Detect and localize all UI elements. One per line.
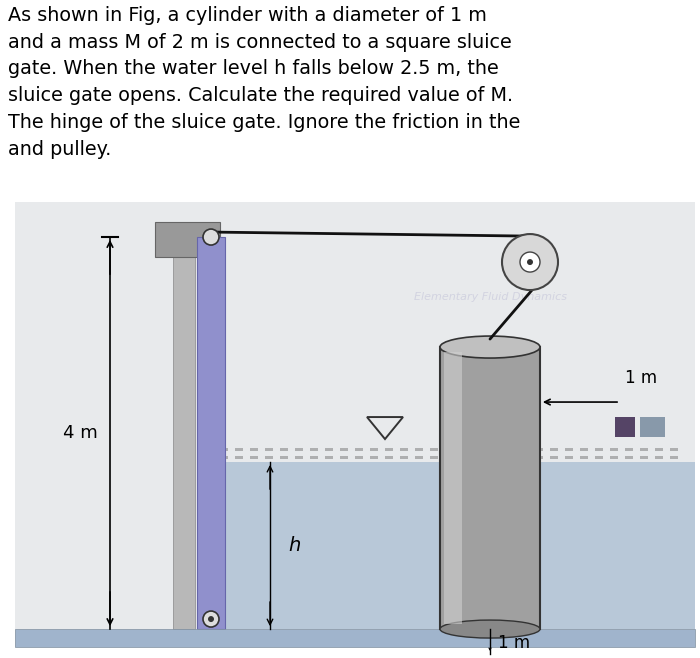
Bar — [640, 417, 665, 437]
Bar — [535, 448, 543, 451]
Bar — [640, 456, 648, 459]
Bar — [444, 352, 462, 624]
Bar — [490, 448, 498, 451]
Circle shape — [203, 611, 219, 627]
Bar — [235, 456, 243, 459]
Bar — [670, 448, 678, 451]
Bar — [155, 222, 220, 257]
Bar — [415, 456, 423, 459]
Bar — [615, 417, 635, 437]
Bar — [595, 448, 603, 451]
Text: 1 m: 1 m — [498, 634, 530, 652]
Bar — [670, 456, 678, 459]
Bar — [280, 456, 288, 459]
Bar — [340, 448, 348, 451]
Bar — [310, 456, 318, 459]
Circle shape — [527, 259, 533, 265]
Bar — [220, 456, 228, 459]
Bar — [355, 448, 363, 451]
Bar — [265, 456, 273, 459]
Bar — [460, 456, 468, 459]
Bar — [445, 456, 453, 459]
Bar — [355, 456, 363, 459]
Bar — [565, 456, 573, 459]
Bar — [205, 448, 213, 451]
Bar — [173, 237, 195, 629]
Bar — [535, 456, 543, 459]
Bar — [265, 448, 273, 451]
Bar — [200, 462, 695, 629]
Bar — [440, 347, 540, 629]
Bar — [580, 448, 588, 451]
Bar — [400, 456, 408, 459]
Text: h: h — [288, 536, 300, 555]
Bar — [505, 448, 513, 451]
Bar — [610, 448, 618, 451]
Bar — [610, 456, 618, 459]
Ellipse shape — [440, 336, 540, 358]
Bar — [550, 448, 558, 451]
Bar — [280, 448, 288, 451]
Bar — [295, 456, 303, 459]
Bar — [475, 456, 483, 459]
Bar — [385, 448, 393, 451]
Bar — [400, 448, 408, 451]
Bar — [520, 456, 528, 459]
Bar — [460, 448, 468, 451]
Bar — [370, 456, 378, 459]
Bar — [655, 456, 663, 459]
Bar — [550, 456, 558, 459]
Bar — [220, 448, 228, 451]
Bar — [385, 456, 393, 459]
Bar — [15, 629, 695, 647]
Bar — [197, 237, 225, 629]
Bar — [655, 448, 663, 451]
Bar — [325, 448, 333, 451]
Bar — [490, 456, 498, 459]
Bar — [325, 456, 333, 459]
Text: 4 m: 4 m — [62, 424, 97, 442]
Text: As shown in Fig, a cylinder with a diameter of 1 m
and a mass M of 2 m is connec: As shown in Fig, a cylinder with a diame… — [8, 6, 521, 159]
Text: Elementary Fluid Dynamics: Elementary Fluid Dynamics — [414, 292, 566, 302]
Bar — [205, 456, 213, 459]
Bar — [505, 456, 513, 459]
Bar — [295, 448, 303, 451]
Circle shape — [520, 252, 540, 272]
Circle shape — [208, 616, 214, 622]
Bar — [430, 448, 438, 451]
Circle shape — [502, 234, 558, 290]
Bar — [580, 456, 588, 459]
Circle shape — [203, 229, 219, 245]
Bar — [625, 448, 633, 451]
Bar — [415, 448, 423, 451]
Bar — [625, 456, 633, 459]
Ellipse shape — [440, 620, 540, 638]
Bar — [520, 448, 528, 451]
Bar — [640, 448, 648, 451]
Bar — [445, 448, 453, 451]
Text: 1 m: 1 m — [625, 369, 657, 387]
Bar — [370, 448, 378, 451]
Bar — [250, 456, 258, 459]
Bar — [235, 448, 243, 451]
Bar — [475, 448, 483, 451]
Bar — [565, 448, 573, 451]
Bar — [310, 448, 318, 451]
Bar — [430, 456, 438, 459]
Bar — [250, 448, 258, 451]
Bar — [595, 456, 603, 459]
Bar — [340, 456, 348, 459]
